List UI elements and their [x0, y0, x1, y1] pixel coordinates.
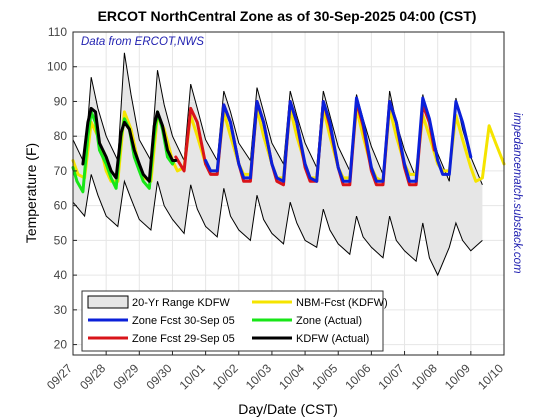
- y-tick-label: 40: [54, 268, 68, 282]
- y-axis-ticks: 20 30 40 50 60 70 80 90 100 110: [47, 25, 77, 352]
- legend-label-zone-fcst-29sep: Zone Fcst 29-Sep 05: [132, 333, 235, 345]
- legend-label-kdfw-actual: KDFW (Actual): [296, 333, 369, 345]
- legend-label-range: 20-Yr Range KDFW: [132, 297, 230, 309]
- legend-label-zone-actual: Zone (Actual): [296, 315, 362, 327]
- chart-title: ERCOT NorthCentral Zone as of 30-Sep-202…: [98, 8, 477, 24]
- plot-frame: [72, 31, 505, 356]
- range-band-lower-edge: [72, 174, 483, 277]
- legend-label-nbm-fcst: NBM-Fcst (KDFW): [296, 297, 388, 309]
- legend: 20-Yr Range KDFW Zone Fcst 30-Sep 05 Zon…: [81, 290, 388, 352]
- y-tick-label: 100: [47, 60, 67, 74]
- y-tick-label: 60: [54, 199, 68, 213]
- y-tick-label: 90: [54, 94, 68, 108]
- y-tick-label: 20: [54, 338, 68, 352]
- legend-label-zone-fcst-30sep: Zone Fcst 30-Sep 05: [132, 315, 235, 327]
- y-axis-label: Temperature (F): [23, 143, 39, 243]
- source-note: Data from ERCOT,NWS: [81, 36, 204, 48]
- y-tick-label: 50: [54, 233, 68, 247]
- x-axis-label: Day/Date (CST): [238, 401, 338, 417]
- y-tick-label: 110: [48, 25, 67, 39]
- watermark-text: impedancematch.substack.com: [511, 112, 523, 273]
- series-line-kdfw-actual: [81, 106, 178, 183]
- y-tick-label: 70: [54, 164, 68, 178]
- legend-box: [81, 290, 384, 352]
- range-band-fill: [73, 52, 483, 276]
- y-tick-label: 80: [54, 129, 68, 143]
- legend-swatch-range: [87, 295, 129, 309]
- series-line-zone-fcst-30-sep-05: [204, 96, 473, 183]
- y-tick-label: 30: [54, 303, 68, 317]
- series-layer: [71, 96, 506, 194]
